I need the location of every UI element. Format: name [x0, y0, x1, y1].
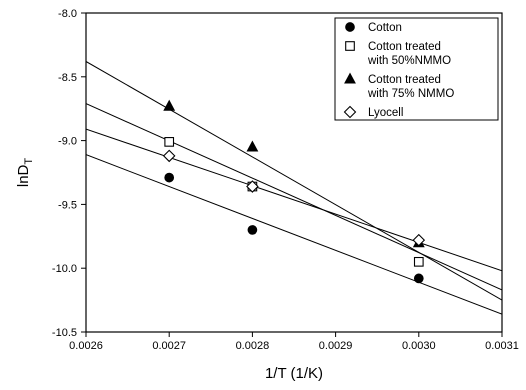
legend-label: Cotton treated — [368, 74, 441, 86]
fit-line-1 — [86, 154, 502, 315]
legend-label: with 75% NMMO — [367, 88, 454, 100]
series-3 — [163, 99, 425, 248]
data-point-triangle — [246, 140, 259, 152]
plot-area — [86, 61, 502, 315]
legend-label: Lyocell — [368, 107, 403, 119]
legend-marker-diamond — [343, 105, 357, 119]
fit-line-4 — [86, 128, 502, 272]
x-tick-label: 0.0031 — [485, 340, 519, 352]
y-tick-label: -8.5 — [58, 72, 77, 84]
data-point-triangle — [163, 99, 176, 111]
legend-box — [334, 17, 499, 121]
x-axis-label: 1/T (1/K) — [265, 365, 323, 382]
legend-marker-circle — [345, 22, 355, 32]
x-tick-label: 0.0028 — [236, 340, 270, 352]
data-point-circle — [413, 273, 424, 284]
data-point-circle — [164, 172, 175, 183]
series-4 — [162, 149, 426, 247]
data-point-circle — [247, 225, 258, 235]
axes: 0.0026 0.0027 0.0028 0.0029 0.0030 0.0031 -8.0… — [52, 8, 519, 352]
y-tick-label: -9.5 — [58, 199, 77, 211]
x-tick-label: 0.0029 — [319, 340, 353, 352]
fit-lines — [86, 61, 502, 315]
data-point-square — [164, 137, 175, 147]
legend-item-4: Lyocell — [343, 105, 403, 119]
legend-item-3: Cotton treated with 75% NMMO — [344, 72, 454, 100]
y-axis-label: lnDT — [15, 158, 35, 188]
legend-label: with 50%NMMO — [367, 55, 451, 67]
legend-item-1: Cotton — [345, 22, 402, 34]
data-point-diamond — [246, 180, 259, 193]
series-1 — [164, 172, 424, 284]
y-axis-label-subscript: T — [23, 158, 35, 165]
legend-marker-triangle — [344, 72, 356, 84]
fit-line-3 — [86, 61, 502, 301]
legend-item-2: Cotton treated with 50%NMMO — [345, 41, 451, 67]
data-point-diamond — [412, 233, 426, 247]
legend-label: Cotton treated — [368, 41, 441, 53]
x-tick-label: 0.0026 — [69, 340, 103, 352]
y-axis-label-main: lnD — [15, 164, 32, 187]
plot-frame — [85, 12, 503, 333]
legend-marker-square — [345, 41, 355, 51]
y-tick-label: -9.0 — [58, 136, 77, 148]
data-point-square — [413, 256, 424, 267]
y-tick-label: -10.5 — [52, 327, 77, 339]
y-tick-label: -8.0 — [58, 8, 77, 20]
fit-line-2 — [86, 103, 502, 291]
x-tick-label: 0.0030 — [402, 340, 436, 352]
legend-label: Cotton — [368, 22, 402, 34]
series-2 — [164, 137, 424, 267]
x-tick-label: 0.0027 — [152, 340, 186, 352]
data-point-diamond — [162, 149, 176, 163]
y-tick-label: -10.0 — [52, 263, 77, 275]
